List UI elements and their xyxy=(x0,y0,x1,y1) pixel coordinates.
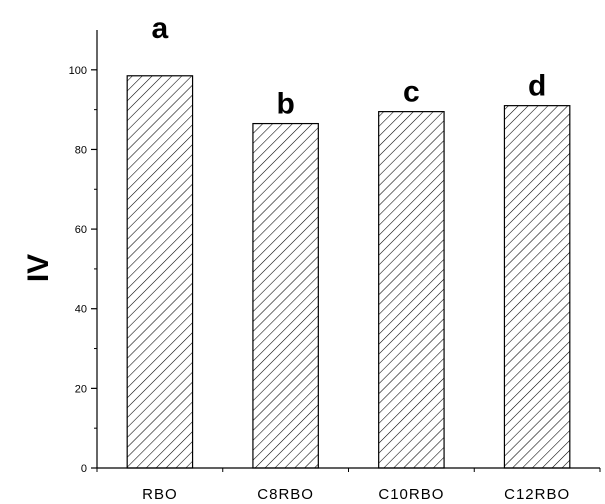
y-tick-label: 60 xyxy=(75,224,87,236)
x-tick-label-c8rbo: C8RBO xyxy=(257,486,314,503)
y-ticks: 0 20 40 60 80 100 xyxy=(69,65,601,475)
x-tick-label-rbo: RBO xyxy=(142,486,178,503)
significance-label-c10rbo: c xyxy=(403,76,420,109)
bar-c10rbo xyxy=(378,111,445,469)
y-tick-label: 20 xyxy=(75,383,87,395)
significance-label-rbo: a xyxy=(152,12,169,45)
y-tick-label: 0 xyxy=(81,463,87,475)
significance-labels: a b c d xyxy=(152,12,547,121)
bars-group xyxy=(126,75,571,469)
y-tick-label: 80 xyxy=(75,144,87,156)
bar-c12rbo xyxy=(503,105,571,469)
x-tick-label-c10rbo: C10RBO xyxy=(378,486,444,503)
bar-c8rbo xyxy=(252,122,319,469)
y-tick-label: 100 xyxy=(69,65,87,77)
significance-label-c12rbo: d xyxy=(528,70,546,103)
y-axis-label: IV xyxy=(22,254,55,282)
x-tick-label-c12rbo: C12RBO xyxy=(504,486,570,503)
category-labels: RBO C8RBO C10RBO C12RBO xyxy=(142,486,570,503)
significance-label-c8rbo: b xyxy=(276,88,294,121)
y-tick-label: 40 xyxy=(75,304,87,316)
bar-rbo xyxy=(126,75,194,469)
